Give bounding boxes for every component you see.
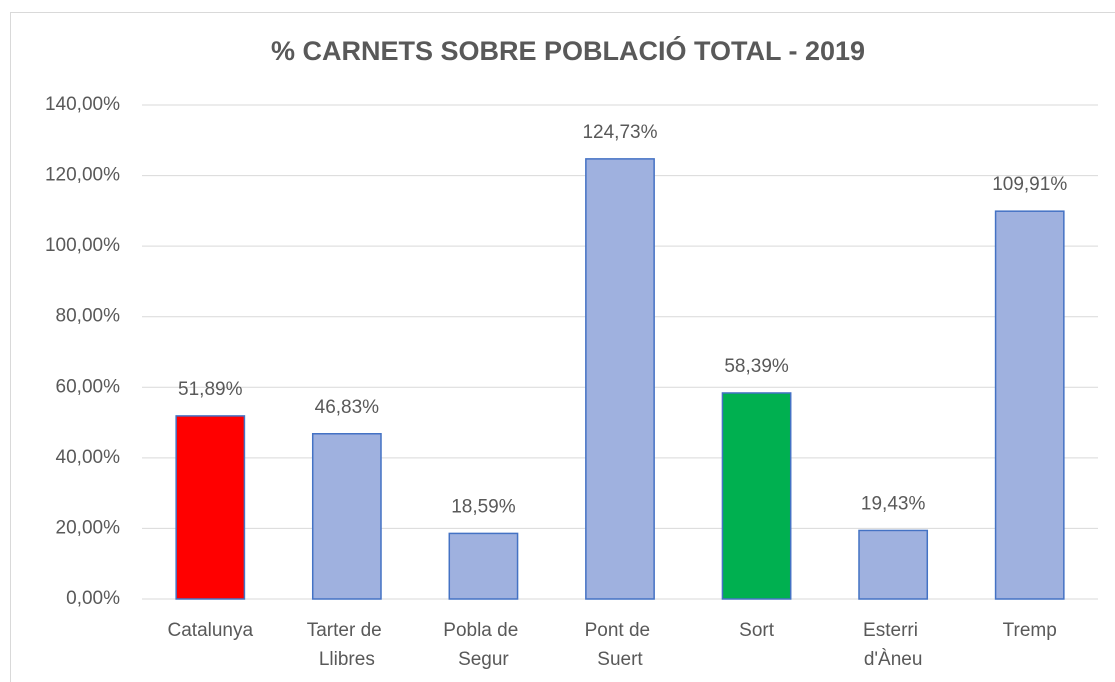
x-tick-label: Pobla de Segur (443, 620, 523, 670)
y-tick-label: 0,00% (66, 588, 120, 609)
y-tick-label: 140,00% (45, 94, 120, 115)
bar (721, 392, 792, 600)
y-tick-label: 120,00% (45, 165, 120, 186)
bar (585, 158, 655, 600)
value-label: 19,43% (861, 493, 926, 514)
x-tick-label: Sort (739, 620, 775, 641)
bar (175, 415, 246, 600)
y-tick-label: 80,00% (56, 306, 121, 327)
value-label: 124,73% (582, 122, 657, 143)
y-tick-label: 100,00% (45, 235, 120, 256)
value-label: 109,91% (992, 174, 1067, 195)
chart-title: % CARNETS SOBRE POBLACIÓ TOTAL - 2019 (271, 35, 865, 66)
chart-frame (10, 12, 1115, 682)
value-label: 51,89% (178, 379, 243, 400)
x-tick-label: Pont de Suert (585, 620, 656, 670)
bar (994, 210, 1065, 600)
x-tick-label: Tarter de Llibres (307, 620, 387, 670)
y-tick-label: 40,00% (56, 447, 121, 468)
value-label: 18,59% (451, 496, 516, 517)
x-tick-label: Esterri d'Àneu (863, 620, 923, 670)
y-tick-label: 60,00% (56, 376, 121, 397)
value-label: 58,39% (724, 356, 789, 377)
x-tick-label: Tremp (1003, 620, 1057, 641)
bar (448, 532, 519, 600)
x-tick-label: Catalunya (168, 620, 254, 641)
bar (311, 433, 382, 600)
bar (858, 529, 929, 600)
value-label: 46,83% (315, 397, 380, 418)
y-tick-label: 20,00% (56, 517, 121, 538)
